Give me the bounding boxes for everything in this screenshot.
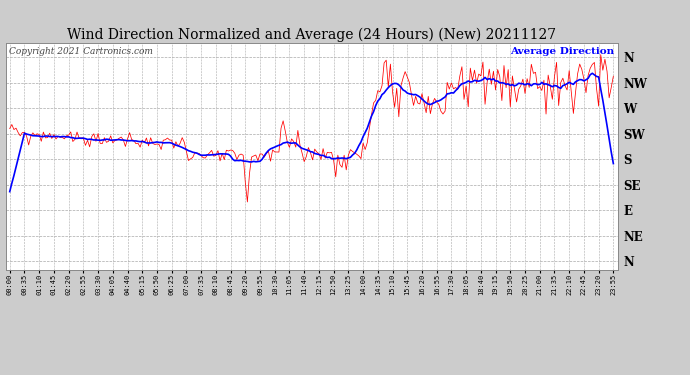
Text: Copyright 2021 Cartronics.com: Copyright 2021 Cartronics.com — [9, 47, 153, 56]
Text: Average Direction: Average Direction — [510, 47, 614, 56]
Title: Wind Direction Normalized and Average (24 Hours) (New) 20211127: Wind Direction Normalized and Average (2… — [67, 28, 556, 42]
